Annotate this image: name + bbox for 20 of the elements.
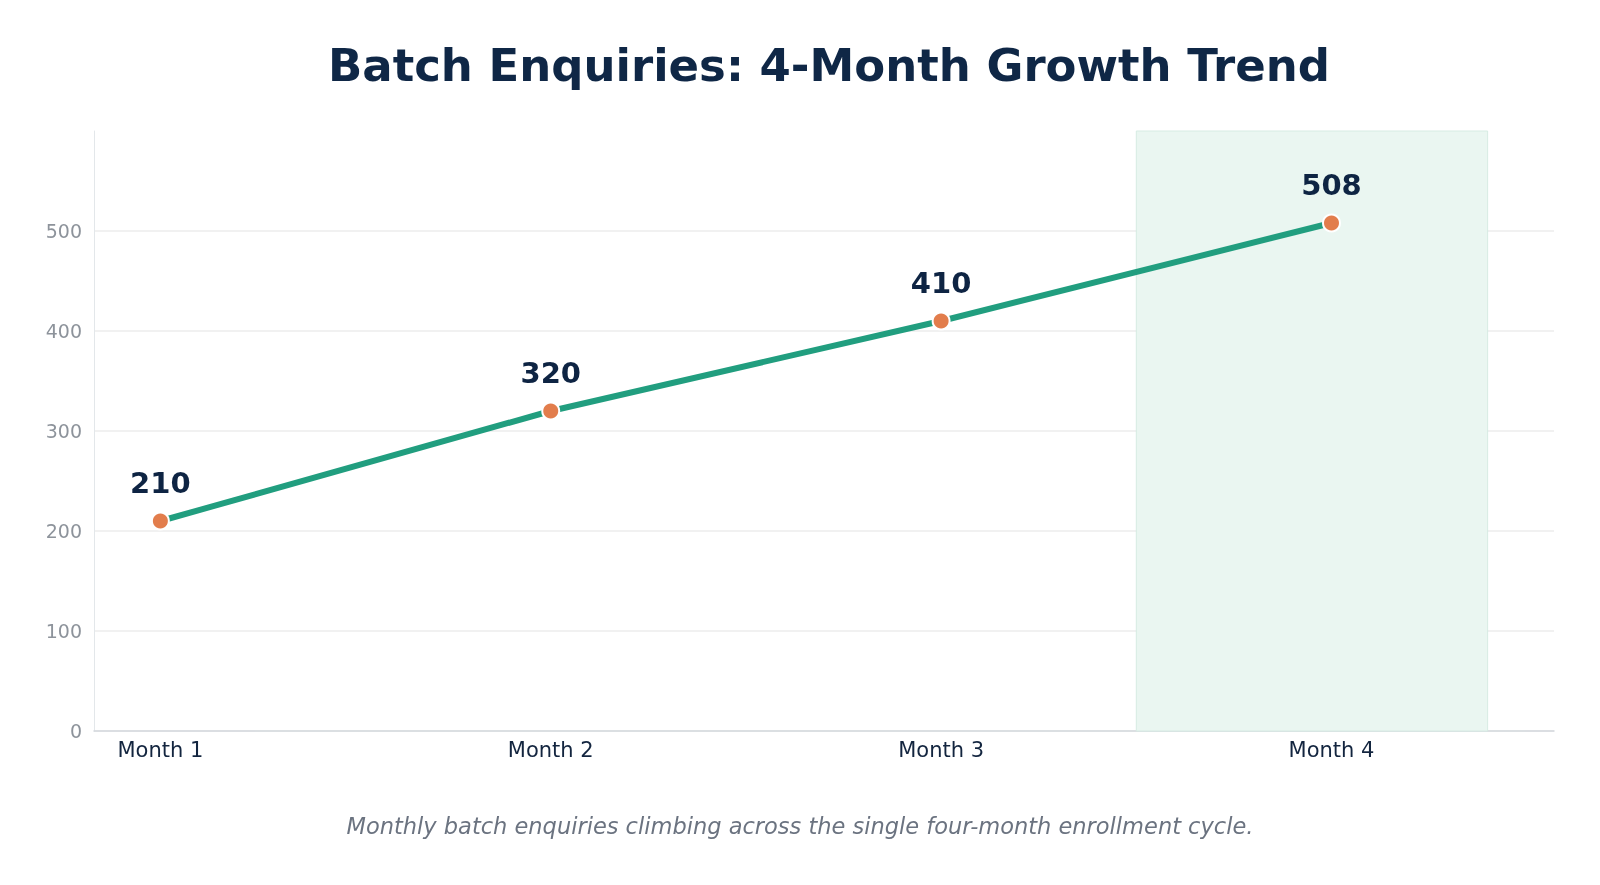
point	[931, 311, 951, 331]
y-tick-label: 300	[45, 420, 82, 442]
point	[150, 511, 170, 531]
point	[1322, 213, 1341, 233]
x-tick-label: Month 3	[898, 737, 985, 762]
y-tick-label: 100	[45, 620, 82, 642]
x-tick-label: Month 2	[507, 737, 594, 762]
data-label: 508	[1301, 168, 1362, 202]
text: Monthly batch enquiries climbing across the single four-month enrollment cycle.	[346, 812, 1254, 839]
data-label: 210	[130, 466, 191, 500]
y-tick-label: 0	[69, 720, 82, 742]
x-tick-label: Month 4	[1288, 737, 1375, 762]
y-tick-label: 400	[45, 320, 82, 342]
chart-title: Batch Enquiries: 4-Month Growth Trend	[327, 39, 1331, 92]
data-label: 320	[520, 356, 582, 390]
y-tick-label: 500	[45, 220, 82, 242]
data-label: 410	[910, 266, 972, 300]
y-tick-label: 200	[45, 520, 82, 542]
point	[541, 401, 561, 421]
x-tick-label: Month 1	[117, 737, 204, 762]
